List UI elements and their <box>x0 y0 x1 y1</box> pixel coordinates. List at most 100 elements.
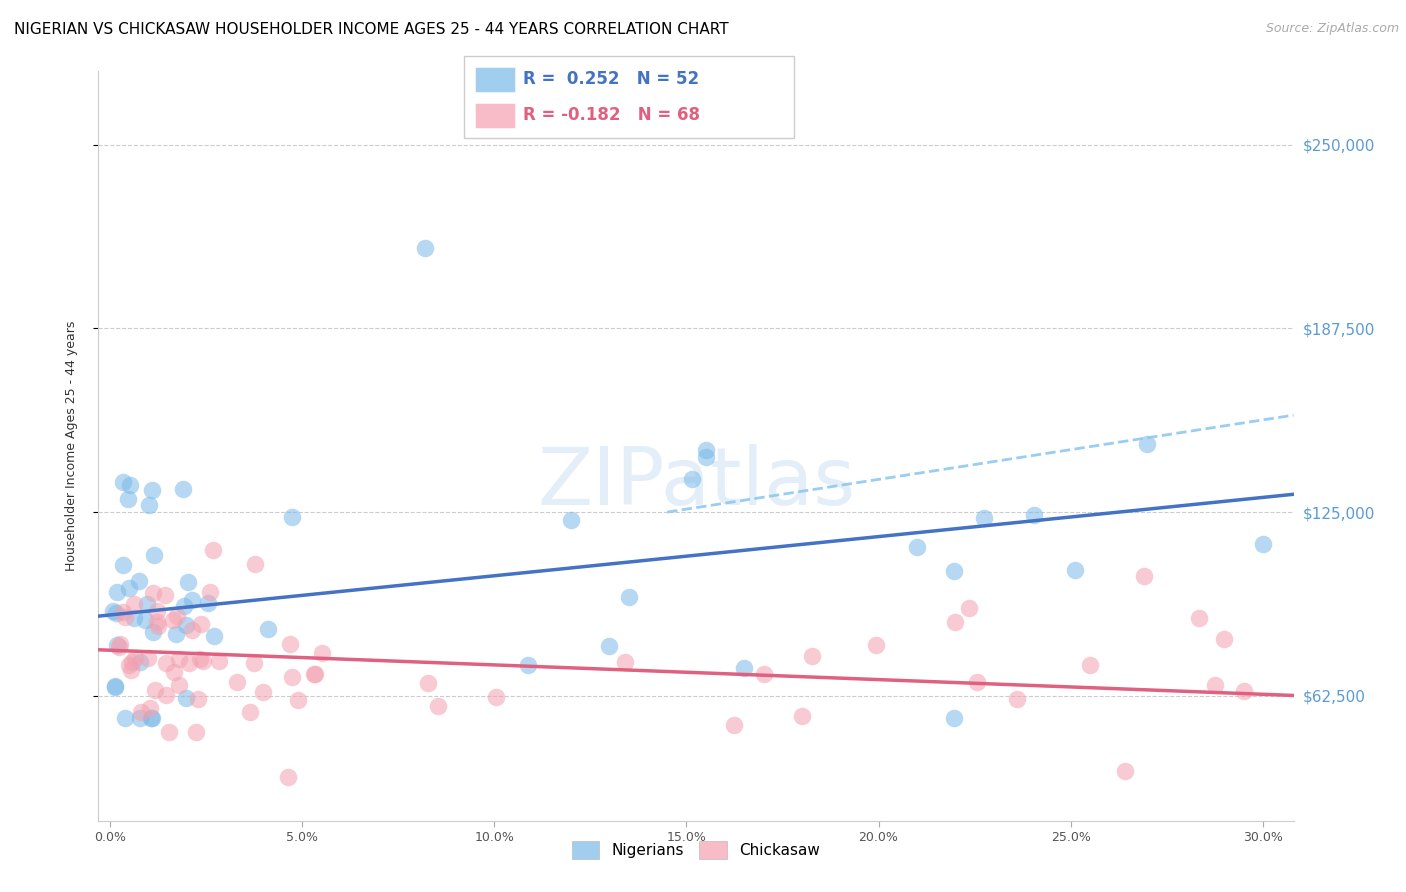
Point <box>1114 764 1136 778</box>
Point <box>198 585 221 599</box>
Point <box>943 615 966 630</box>
Point <box>190 617 212 632</box>
Point <box>134 613 156 627</box>
Point <box>418 676 440 690</box>
Point <box>141 711 163 725</box>
Point <box>163 665 186 679</box>
Point <box>1136 437 1159 451</box>
Point <box>695 450 717 464</box>
Point <box>172 483 194 497</box>
Point <box>865 638 887 652</box>
Point <box>122 598 145 612</box>
Point <box>117 658 139 673</box>
Point <box>129 655 152 669</box>
Point <box>613 656 636 670</box>
Point <box>142 586 165 600</box>
Point <box>184 725 207 739</box>
Point <box>104 680 127 694</box>
Point <box>201 543 224 558</box>
Point <box>191 654 214 668</box>
Point <box>197 596 219 610</box>
Point <box>181 624 204 638</box>
Point <box>287 693 309 707</box>
Point <box>139 701 162 715</box>
Point <box>311 646 333 660</box>
Point <box>188 652 211 666</box>
Point <box>101 604 124 618</box>
Point <box>277 770 299 784</box>
Point <box>943 711 966 725</box>
Point <box>117 491 139 506</box>
Point <box>105 585 128 599</box>
Point <box>136 651 159 665</box>
Point <box>957 600 980 615</box>
Legend: Nigerians, Chickasaw: Nigerians, Chickasaw <box>565 835 827 865</box>
Point <box>146 615 169 629</box>
Point <box>1132 568 1154 582</box>
Point <box>165 627 187 641</box>
Point <box>118 478 141 492</box>
Point <box>187 692 209 706</box>
Point <box>695 442 717 457</box>
Point <box>905 540 928 554</box>
Point <box>128 574 150 588</box>
Point <box>252 684 274 698</box>
Text: Source: ZipAtlas.com: Source: ZipAtlas.com <box>1265 22 1399 36</box>
Point <box>281 670 304 684</box>
Point <box>122 610 145 624</box>
Point <box>162 613 184 627</box>
Point <box>1063 563 1085 577</box>
Point <box>413 241 436 255</box>
Point <box>142 624 165 639</box>
Point <box>733 661 755 675</box>
Point <box>167 651 190 665</box>
Y-axis label: Householder Income Ages 25 - 44 years: Householder Income Ages 25 - 44 years <box>65 321 77 571</box>
Point <box>111 605 134 619</box>
Point <box>239 705 262 719</box>
Point <box>617 590 640 604</box>
Point <box>226 674 249 689</box>
Point <box>129 705 152 719</box>
Point <box>681 472 703 486</box>
Point <box>146 619 169 633</box>
Point <box>485 690 508 704</box>
Point <box>120 663 142 677</box>
Point <box>105 638 128 652</box>
Point <box>129 711 152 725</box>
Point <box>167 677 190 691</box>
Point <box>143 683 166 698</box>
Point <box>204 629 226 643</box>
Point <box>138 498 160 512</box>
Point <box>124 651 146 665</box>
Point <box>139 711 162 725</box>
Point <box>257 622 280 636</box>
Point <box>107 640 129 654</box>
Point <box>1213 632 1236 647</box>
Point <box>146 604 169 618</box>
Point <box>598 639 620 653</box>
Point <box>121 655 143 669</box>
Point <box>104 679 127 693</box>
Point <box>108 637 131 651</box>
Point <box>166 609 188 624</box>
Point <box>104 606 127 620</box>
Point <box>176 617 198 632</box>
Point <box>135 597 157 611</box>
Point <box>243 557 266 571</box>
Point <box>1251 537 1274 551</box>
Point <box>153 588 176 602</box>
Point <box>1188 611 1211 625</box>
Point <box>560 513 582 527</box>
Text: ZIPatlas: ZIPatlas <box>537 444 855 523</box>
Text: R =  0.252   N = 52: R = 0.252 N = 52 <box>523 70 699 88</box>
Point <box>112 558 135 572</box>
Point <box>179 656 201 670</box>
Point <box>1005 692 1028 706</box>
Point <box>141 483 163 497</box>
Point <box>754 667 776 681</box>
Point <box>1078 657 1101 672</box>
Point <box>516 657 538 672</box>
Point <box>723 718 745 732</box>
Point <box>1204 678 1226 692</box>
Point <box>1232 684 1254 698</box>
